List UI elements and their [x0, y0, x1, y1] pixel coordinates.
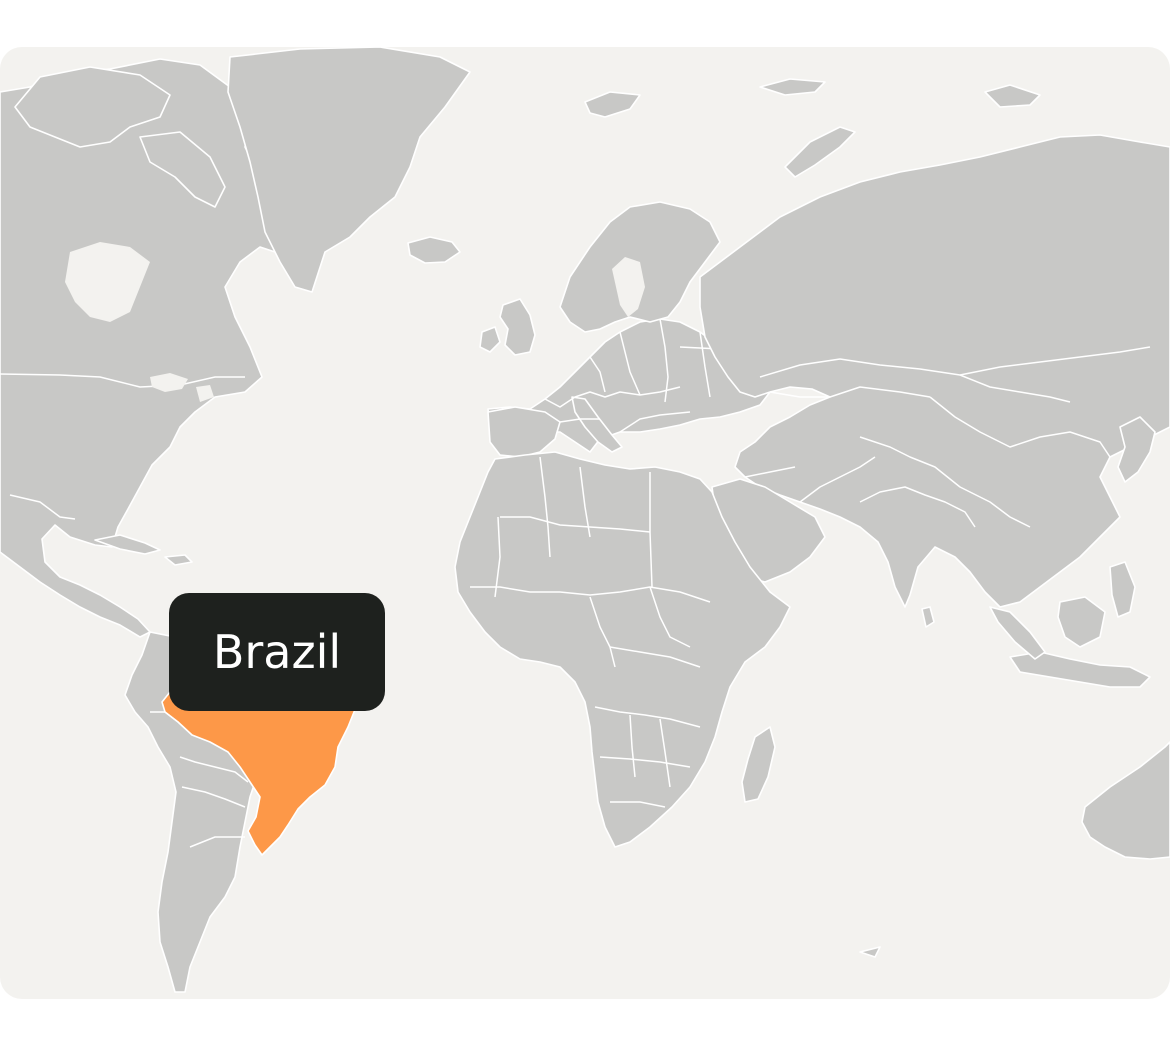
world-map[interactable]: Brazil: [0, 47, 1170, 999]
great-britain[interactable]: [499, 298, 536, 356]
philippines[interactable]: [1109, 561, 1136, 618]
australia[interactable]: [1081, 741, 1170, 860]
sri-lanka[interactable]: [921, 606, 935, 628]
ireland[interactable]: [479, 326, 501, 353]
baffin-island[interactable]: [139, 131, 226, 208]
iberian-peninsula[interactable]: [487, 406, 561, 458]
world-map-svg[interactable]: [0, 47, 1170, 999]
sumatra[interactable]: [989, 606, 1046, 660]
madagascar[interactable]: [741, 726, 776, 803]
europe-landmass[interactable]: [487, 318, 771, 453]
japan[interactable]: [1117, 416, 1156, 483]
borneo[interactable]: [1057, 596, 1106, 648]
novaya-zemlya[interactable]: [784, 126, 856, 178]
iceland[interactable]: [407, 236, 461, 264]
tooltip-label: Brazil: [212, 625, 342, 679]
arctic-islands[interactable]: [14, 66, 171, 148]
black-sea: [668, 427, 735, 450]
caribbean-islands[interactable]: [94, 534, 161, 555]
country-tooltip: Brazil: [169, 593, 385, 711]
greenland[interactable]: [227, 47, 471, 293]
indonesia[interactable]: [1009, 651, 1151, 688]
